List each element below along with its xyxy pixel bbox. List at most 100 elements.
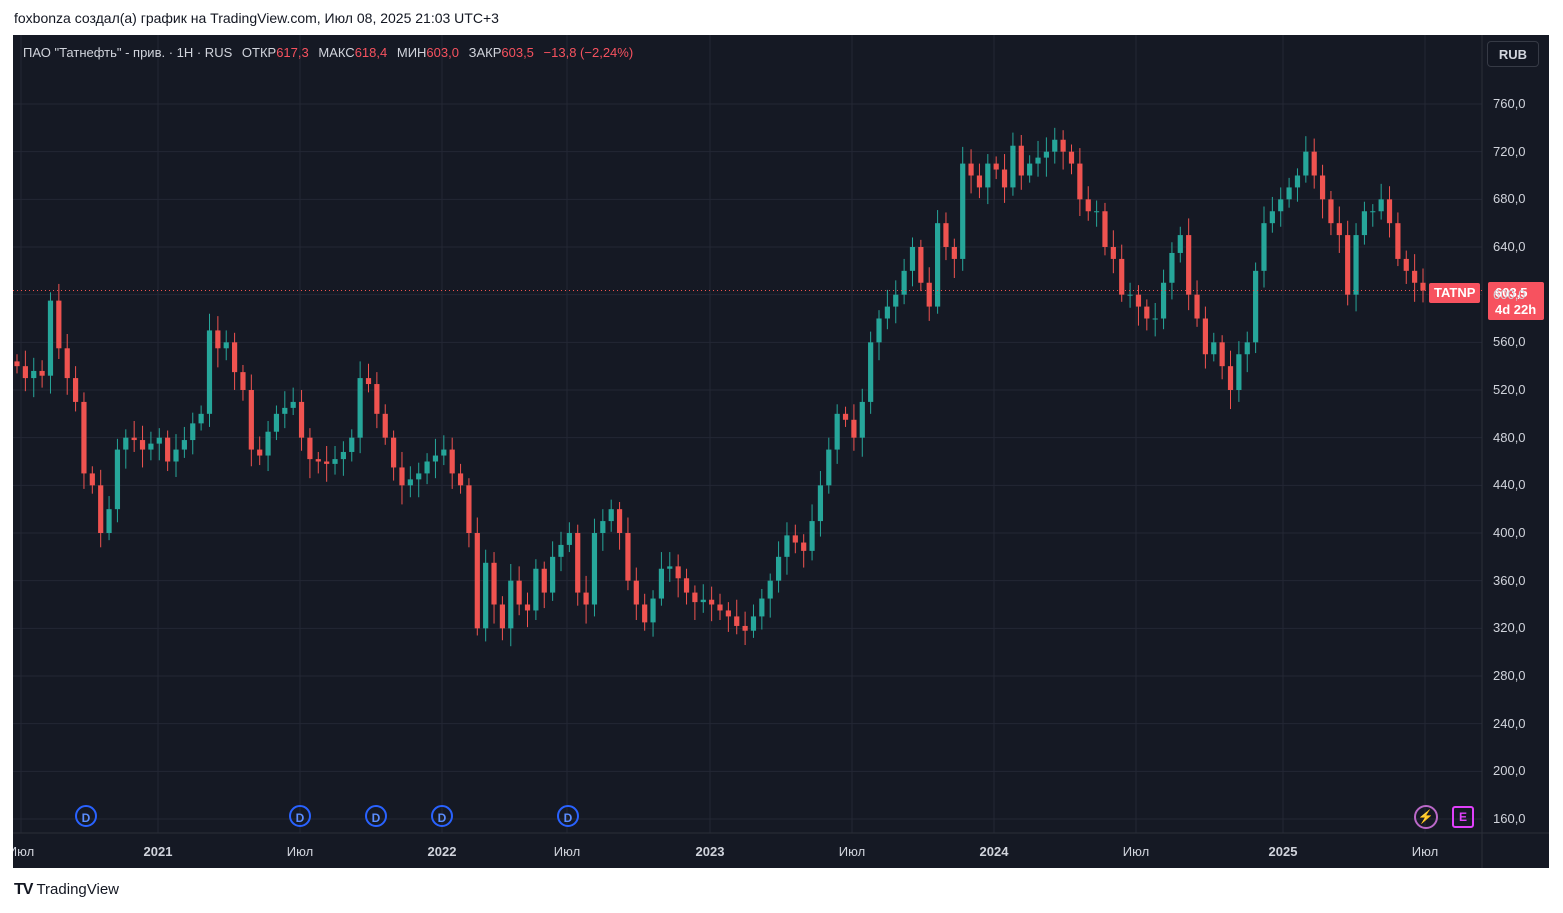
- candle: [1077, 148, 1083, 217]
- time-tick-label: 2022: [427, 844, 457, 859]
- candle: [1253, 262, 1259, 354]
- candle-body: [357, 378, 363, 438]
- candle: [583, 575, 589, 624]
- candle-body: [583, 592, 589, 605]
- candle: [658, 552, 665, 606]
- candlestick-chart[interactable]: [13, 35, 1549, 868]
- time-tick-label: Июл: [286, 844, 314, 859]
- open-label: ОТКР: [241, 45, 277, 60]
- candle-body: [1018, 145, 1024, 176]
- candle: [993, 156, 999, 180]
- candle: [232, 332, 238, 390]
- candle: [1336, 206, 1342, 253]
- price-tick-label: 440,0: [1493, 477, 1526, 493]
- candle-body: [709, 599, 715, 605]
- candle: [516, 566, 522, 616]
- candle-body: [842, 413, 849, 420]
- price-tick-label: 280,0: [1493, 668, 1526, 683]
- candle-body: [1119, 258, 1125, 295]
- candle-body: [1386, 199, 1393, 224]
- candle: [524, 592, 531, 628]
- candle: [692, 585, 698, 620]
- candle-body: [893, 294, 899, 307]
- candle-body: [533, 568, 539, 611]
- candle-body: [809, 521, 815, 551]
- dividend-marker[interactable]: D: [75, 805, 97, 827]
- dividend-marker[interactable]: D: [431, 805, 453, 827]
- candle: [1018, 134, 1024, 190]
- candle-body: [81, 401, 87, 474]
- candle: [131, 420, 137, 452]
- candle-body: [1186, 235, 1192, 295]
- dividend-marker[interactable]: D: [557, 805, 579, 827]
- candle: [22, 350, 28, 392]
- candle-body: [1160, 282, 1167, 319]
- candle: [1094, 200, 1100, 227]
- dividend-marker[interactable]: D: [365, 805, 387, 827]
- candle: [834, 404, 840, 464]
- candle: [1412, 254, 1418, 302]
- candle-body: [943, 223, 949, 247]
- candle: [474, 517, 480, 636]
- candle: [1052, 127, 1058, 164]
- candle-body: [775, 556, 782, 581]
- candle: [884, 289, 890, 330]
- candle-body: [1077, 163, 1083, 200]
- candle: [223, 330, 229, 361]
- candle: [1219, 335, 1225, 380]
- candle: [541, 561, 547, 609]
- price-tick-label: 240,0: [1493, 715, 1526, 731]
- candle: [901, 258, 907, 305]
- candle-body: [382, 413, 388, 438]
- dividend-marker[interactable]: D: [289, 805, 311, 827]
- candle: [39, 360, 45, 388]
- candle: [1286, 177, 1292, 208]
- candle-body: [817, 485, 824, 522]
- price-tick-label: 520,0: [1493, 382, 1526, 397]
- close-value: 603,5: [501, 45, 534, 60]
- candle-body: [550, 556, 556, 593]
- candle-body: [31, 370, 37, 379]
- candle: [1152, 303, 1158, 337]
- lightning-icon[interactable]: ⚡: [1414, 805, 1438, 829]
- candle-body: [449, 449, 455, 474]
- candle: [801, 534, 807, 568]
- candle-body: [1336, 223, 1342, 236]
- candle: [784, 522, 790, 575]
- currency-button[interactable]: RUB: [1487, 41, 1539, 67]
- candle: [123, 429, 129, 469]
- earnings-icon[interactable]: E: [1452, 806, 1474, 828]
- candle-body: [1353, 235, 1359, 295]
- candle-body: [1135, 294, 1142, 307]
- candle: [1110, 230, 1116, 274]
- candle: [139, 425, 146, 468]
- candle-body: [1278, 199, 1284, 212]
- candle-body: [349, 437, 355, 452]
- instrument-name[interactable]: ПАО "Татнефть" - прив. · 1Н · RUS: [23, 45, 233, 60]
- candle-body: [1219, 342, 1225, 367]
- candle-body: [1403, 258, 1409, 271]
- candle-body: [1127, 294, 1133, 296]
- candle: [893, 280, 899, 324]
- candle-body: [1370, 211, 1376, 213]
- candle-body: [14, 361, 20, 367]
- candle-body: [1261, 223, 1267, 271]
- price-tick-label: 480,0: [1493, 429, 1526, 445]
- candle: [742, 611, 748, 646]
- candle-body: [257, 449, 263, 456]
- candle: [298, 390, 305, 451]
- chart-area[interactable]: ПАО "Татнефть" - прив. · 1Н · RUS ОТКР61…: [13, 35, 1549, 868]
- candle-body: [1144, 306, 1150, 319]
- candle-body: [374, 384, 380, 414]
- candle-body: [1194, 294, 1200, 319]
- candle: [1035, 140, 1041, 177]
- tradingview-logo-icon: TV: [14, 881, 33, 898]
- candle-body: [1294, 175, 1301, 188]
- candle: [1177, 226, 1183, 263]
- time-tick-label: Июл: [553, 844, 581, 859]
- footer-brand[interactable]: TV TradingView: [14, 881, 119, 899]
- candle-body: [365, 378, 372, 385]
- price-tick-label: 600,0: [1493, 286, 1526, 302]
- candle-body: [156, 437, 162, 444]
- candle-body: [290, 401, 296, 408]
